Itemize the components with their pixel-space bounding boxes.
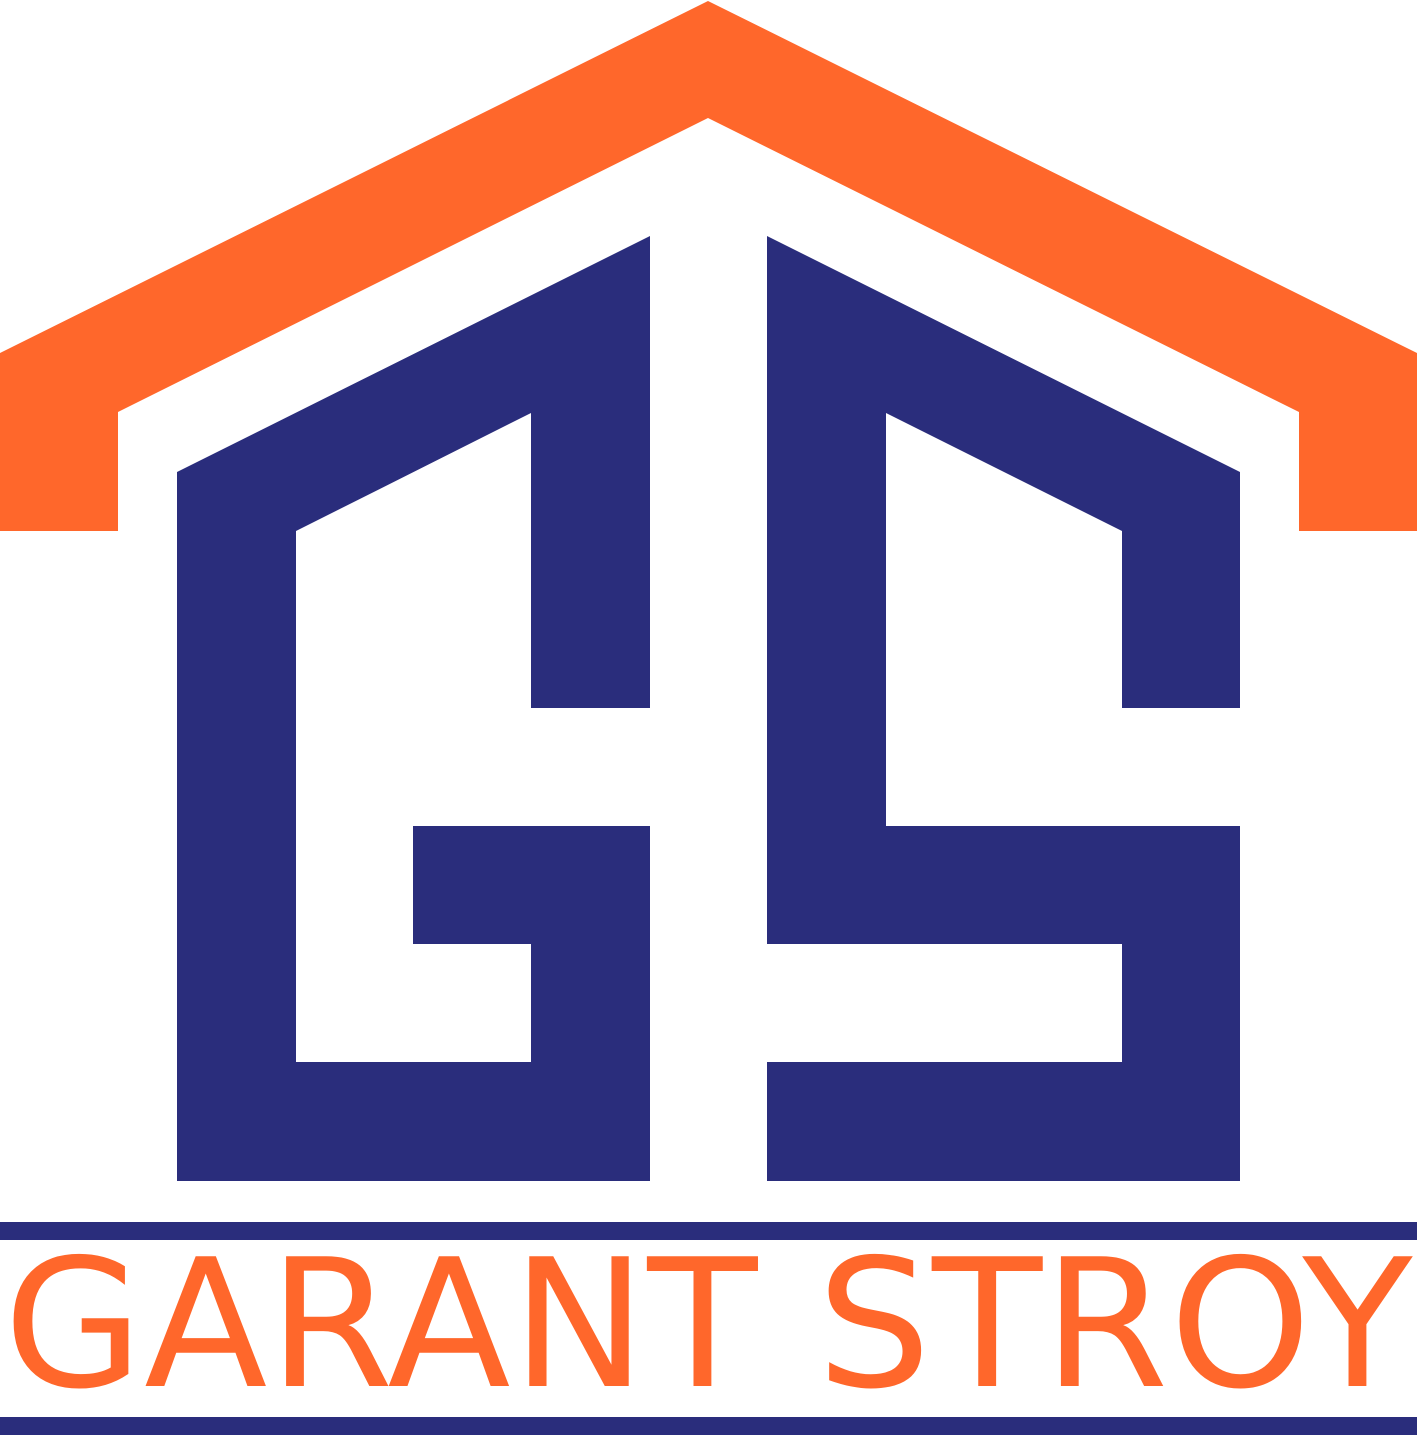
top-divider-line — [0, 1222, 1417, 1240]
monogram-letter-s — [767, 236, 1240, 1181]
bottom-divider-line — [0, 1417, 1417, 1435]
roof-icon — [0, 1, 1417, 531]
brand-name: GARANT STROY — [4, 1221, 1414, 1428]
monogram-letter-g — [177, 236, 650, 1181]
